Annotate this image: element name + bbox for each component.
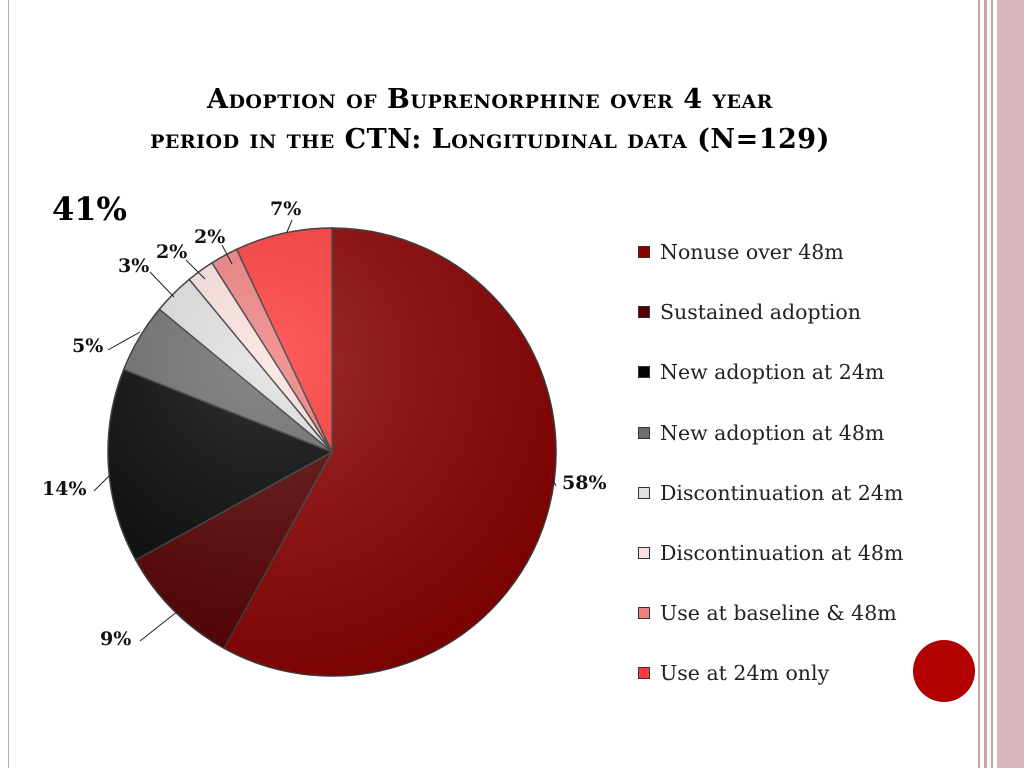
slide-title: Adoption of Buprenorphine over 4 year pe… (40, 80, 940, 160)
leader-line-4 (107, 331, 141, 351)
data-label-8: 7% (270, 198, 301, 220)
legend-item-8: Use at 24m only (636, 661, 956, 721)
legend-item-1: Nonuse over 48m (636, 240, 956, 300)
legend-item-7: Use at baseline & 48m (636, 601, 956, 661)
data-label-6: 2% (156, 241, 187, 263)
chart-legend: Nonuse over 48m Sustained adoption New ado… (636, 240, 956, 722)
data-label-7: 2% (194, 226, 225, 248)
legend-swatch (638, 546, 650, 559)
data-label-2: 9% (100, 628, 131, 650)
slide-title-line-2: period in the CTN: Longitudinal data (N=… (150, 124, 830, 155)
legend-label: New adoption at 48m (660, 420, 885, 445)
legend-swatch (638, 366, 650, 379)
legend-label: Discontinuation at 24m (660, 480, 904, 505)
leader-line-3 (93, 474, 111, 492)
callout-percent: 41% (52, 190, 127, 228)
legend-swatch (638, 246, 650, 258)
legend-item-6: Discontinuation at 48m (636, 541, 956, 601)
leader-line-1 (552, 479, 557, 487)
leader-line-8 (286, 219, 293, 233)
slide-frame-right-stripes (978, 0, 1024, 768)
legend-swatch (638, 306, 650, 319)
leader-line-7 (221, 244, 233, 265)
pie-leader-lines (93, 219, 557, 642)
legend-swatch (638, 486, 650, 499)
leader-line-5 (149, 271, 175, 298)
legend-item-2: Sustained adoption (636, 300, 956, 360)
pie-data-labels: 58% 9% 14% 5% 3% 2% 2% 7% (42, 198, 607, 650)
data-label-1: 58% (562, 472, 607, 494)
legend-swatch (638, 426, 650, 439)
slide-frame-left-line (8, 0, 9, 768)
legend-label: New adoption at 24m (660, 360, 885, 385)
legend-item-5: Discontinuation at 24m (636, 481, 956, 541)
legend-swatch (638, 607, 650, 620)
data-label-5: 3% (118, 255, 149, 277)
data-label-3: 14% (42, 478, 87, 500)
leader-line-6 (185, 259, 206, 280)
slide-title-line-1: Adoption of Buprenorphine over 4 year (207, 84, 773, 115)
data-label-4: 5% (72, 335, 103, 357)
legend-label: Use at baseline & 48m (660, 601, 897, 626)
legend-label: Sustained adoption (660, 300, 861, 325)
legend-swatch (638, 667, 650, 680)
legend-item-4: New adoption at 48m (636, 421, 956, 481)
legend-item-3: New adoption at 24m (636, 360, 956, 420)
leader-line-2 (139, 610, 179, 642)
decorative-circle (913, 640, 975, 702)
pie-slices (107, 227, 557, 677)
legend-label: Use at 24m only (660, 661, 830, 686)
legend-label: Discontinuation at 48m (660, 540, 904, 565)
legend-label: Nonuse over 48m (660, 240, 844, 264)
